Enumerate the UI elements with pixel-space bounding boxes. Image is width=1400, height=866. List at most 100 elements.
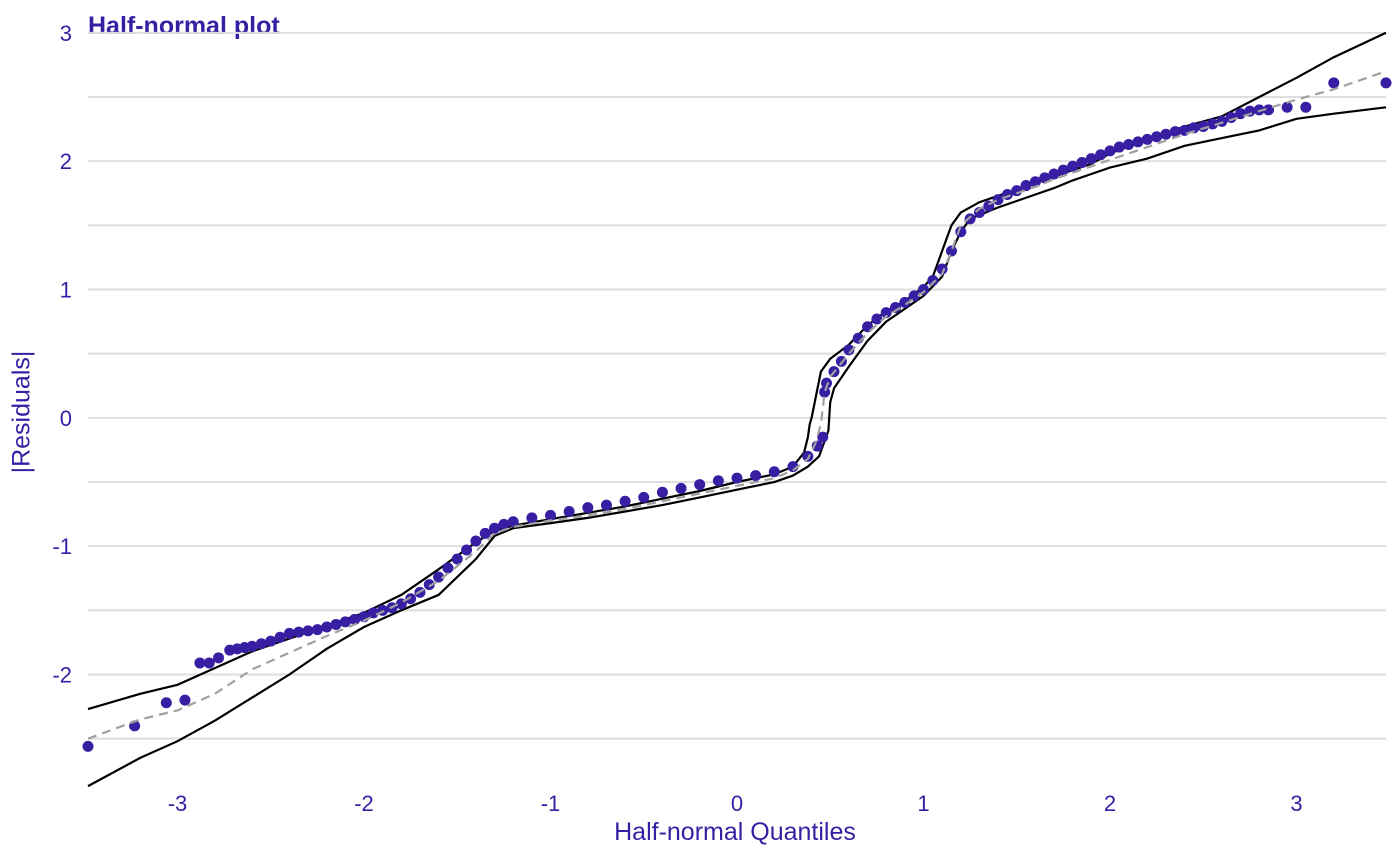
residual-point [1039, 172, 1051, 184]
residual-point [203, 657, 215, 669]
residual-point [638, 491, 650, 503]
residual-point [880, 307, 892, 319]
residual-point [819, 386, 831, 398]
residual-point [694, 479, 706, 491]
residual-point [1225, 112, 1237, 124]
residual-point [302, 625, 314, 637]
residual-point [194, 657, 206, 669]
residual-point [545, 509, 557, 521]
x-axis-label: Half-normal Quantiles [614, 818, 856, 846]
x-tick-label: -3 [168, 791, 188, 816]
residual-point [750, 470, 762, 482]
x-tick-label: 1 [917, 791, 929, 816]
y-axis-label: |Residuals| [7, 350, 36, 474]
residual-point [423, 579, 435, 591]
residual-point [213, 652, 225, 664]
x-tick-label: -1 [541, 791, 561, 816]
residual-point [563, 506, 575, 518]
x-tick-label: 2 [1104, 791, 1116, 816]
residual-point [1188, 122, 1200, 134]
residual-point [768, 466, 780, 478]
residual-point [712, 475, 724, 487]
residual-point [1235, 108, 1247, 120]
y-tick-label: 0 [60, 406, 72, 431]
residual-point [479, 527, 491, 539]
residual-point [1253, 104, 1265, 116]
residual-point [871, 313, 883, 325]
residual-point [582, 502, 594, 514]
residual-point [339, 616, 351, 628]
residual-point [992, 194, 1004, 206]
residual-point [731, 472, 743, 484]
residual-point [817, 431, 829, 443]
residual-point [1029, 176, 1041, 188]
x-tick-label: -2 [354, 791, 374, 816]
residual-point [821, 377, 833, 389]
residual-point [899, 296, 911, 308]
residual-point [367, 607, 379, 619]
residual-point [1207, 118, 1219, 130]
residual-point [470, 535, 482, 547]
residual-point [917, 284, 929, 295]
residual-point [1160, 128, 1172, 140]
residual-point [451, 553, 463, 565]
residual-point [498, 518, 510, 530]
residual-point [1281, 101, 1293, 113]
envelope-lower-line [87, 106, 1387, 788]
residual-point [311, 624, 323, 636]
residual-point [1179, 124, 1191, 136]
residual-point [1300, 101, 1312, 113]
residual-point [405, 593, 417, 605]
y-tick-label: -1 [52, 534, 72, 559]
residual-point [179, 694, 191, 706]
residual-point [1104, 145, 1116, 157]
residual-point [442, 562, 454, 574]
y-tick-label: -2 [52, 663, 72, 688]
residual-point [82, 740, 94, 752]
residual-point [1085, 153, 1097, 165]
residual-point [675, 482, 687, 494]
residual-point [1132, 136, 1144, 148]
y-tick-label: 2 [60, 149, 72, 174]
residual-point [802, 450, 814, 462]
residual-point [349, 613, 361, 625]
residual-point [936, 263, 948, 275]
residual-point [927, 275, 939, 287]
envelope-upper-line [87, 31, 1387, 711]
residual-point [1151, 131, 1163, 143]
residual-point [619, 495, 631, 507]
residual-point [1057, 164, 1069, 176]
residual-point [1095, 149, 1107, 161]
x-tick-label: 3 [1290, 791, 1302, 816]
residual-point [507, 516, 519, 528]
residual-point [489, 522, 501, 534]
residual-point [1141, 133, 1153, 145]
envelope-median-line [87, 70, 1387, 740]
residual-point [293, 626, 305, 638]
chart-title: Half-normal plot [88, 12, 280, 40]
residual-point [908, 290, 920, 302]
y-tick-label: 1 [60, 278, 72, 303]
x-tick-label: 0 [731, 791, 743, 816]
residual-point [1067, 160, 1079, 172]
residual-point [283, 627, 295, 639]
residual-point [1169, 126, 1181, 138]
residual-point [274, 631, 286, 643]
residual-point [330, 618, 342, 630]
residual-point [246, 640, 258, 652]
residual-point [656, 486, 668, 498]
residual-point [461, 544, 473, 556]
residual-point [1048, 168, 1060, 180]
residual-point [1380, 77, 1392, 89]
residual-point [255, 638, 267, 650]
residual-point [600, 499, 612, 511]
residual-point [1011, 185, 1023, 197]
residual-point [1263, 104, 1275, 116]
y-tick-label: 3 [60, 21, 72, 46]
residual-point [321, 621, 333, 633]
residual-point [1113, 141, 1125, 153]
residual-point [265, 635, 277, 647]
residual-point [1123, 138, 1135, 150]
residual-point [843, 344, 855, 356]
